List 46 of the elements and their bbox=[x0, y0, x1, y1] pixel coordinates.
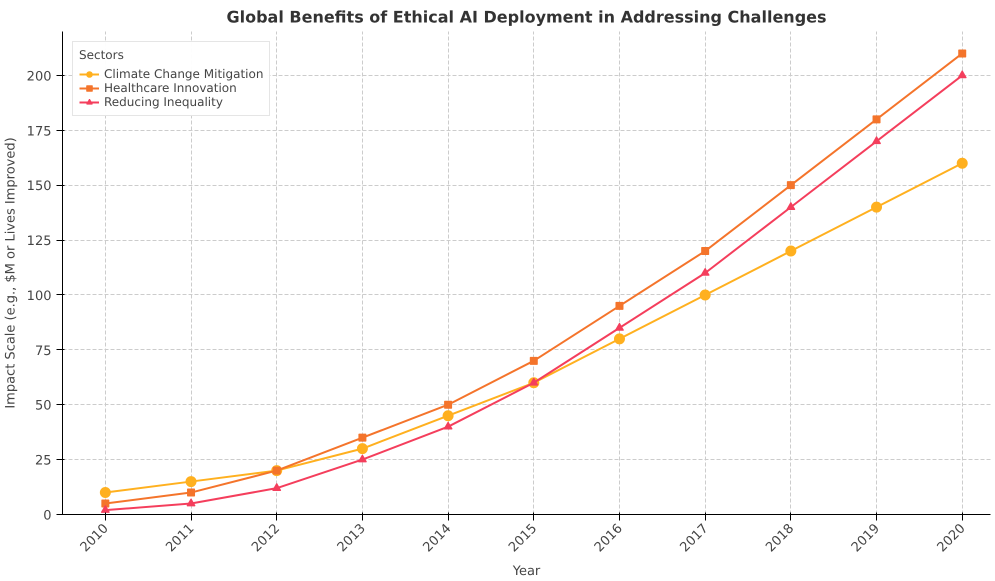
point bbox=[186, 476, 197, 488]
y-tick-label: 100 bbox=[26, 288, 52, 304]
x-axis-title: Year bbox=[512, 564, 541, 579]
y-tick-label: 200 bbox=[26, 69, 52, 84]
legend-label: Healthcare Innovation bbox=[104, 81, 237, 95]
point bbox=[100, 487, 111, 498]
point bbox=[442, 410, 454, 422]
legend-title: Sectors bbox=[79, 48, 125, 62]
y-tick-label: 25 bbox=[34, 454, 52, 469]
y-tick-label: 75 bbox=[34, 344, 52, 359]
point bbox=[100, 504, 110, 513]
point bbox=[444, 422, 453, 430]
point bbox=[530, 356, 538, 365]
point bbox=[614, 322, 624, 331]
point bbox=[358, 454, 367, 462]
point bbox=[272, 483, 282, 491]
y-tick-label: 125 bbox=[26, 234, 52, 250]
point bbox=[101, 500, 110, 508]
point bbox=[786, 202, 796, 210]
point bbox=[786, 181, 795, 190]
point bbox=[785, 246, 796, 257]
point bbox=[700, 289, 711, 300]
point bbox=[700, 268, 710, 276]
point bbox=[356, 443, 368, 454]
point bbox=[956, 158, 968, 169]
point bbox=[529, 378, 538, 386]
point bbox=[871, 202, 882, 213]
point bbox=[615, 302, 624, 310]
legend-label: Climate Change Mitigation bbox=[104, 67, 264, 81]
y-tick-label: 0 bbox=[43, 508, 52, 524]
y-tick-label: 50 bbox=[34, 398, 52, 414]
y-tick-label: 150 bbox=[26, 179, 52, 194]
y-tick-label: 175 bbox=[26, 124, 52, 140]
legend-label: Reducing Inequality bbox=[104, 95, 223, 109]
point bbox=[872, 115, 881, 124]
point bbox=[958, 70, 967, 78]
point bbox=[187, 488, 196, 497]
y-axis-title: Impact Scale (e.g., $M or Lives Improved) bbox=[4, 137, 19, 409]
point bbox=[444, 400, 452, 409]
chart-title: Global Benefits of Ethical AI Deployment in Addressing Challenges bbox=[226, 8, 827, 26]
point bbox=[358, 434, 366, 442]
point bbox=[186, 498, 196, 506]
point bbox=[614, 333, 625, 344]
point bbox=[958, 49, 966, 58]
point bbox=[872, 136, 882, 144]
point bbox=[701, 247, 710, 256]
